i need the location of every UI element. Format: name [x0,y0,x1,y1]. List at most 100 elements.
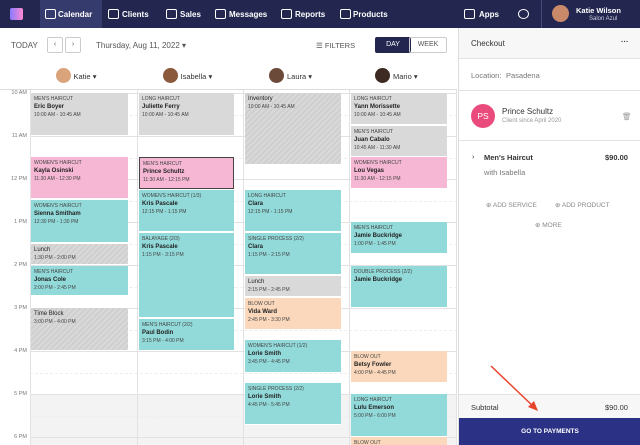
appointment[interactable]: LONG HAIRCUT Clara 12:15 PM - 1:15 PM [245,190,341,232]
appointment[interactable]: Inventory 10:00 AM - 10:45 AM [245,93,341,165]
staff-name[interactable]: Katie ▾ [73,72,97,81]
appointment[interactable]: Lunch 2:15 PM - 2:45 PM [245,276,341,297]
logo [10,8,23,20]
divider [459,90,640,91]
client: Yann Morissette [354,104,401,110]
service: WOMEN'S HAIRCUT (1/2) [248,343,308,349]
day-button[interactable]: DAY [375,37,411,53]
icon [166,9,177,19]
nav-item[interactable]: Messages [229,10,268,19]
client: Vida Ward [248,309,278,315]
appointment[interactable]: LONG HAIRCUT Lulu Emerson 5:00 PM - 6:00 P… [351,394,447,437]
menu[interactable]: ··· [621,37,629,46]
appointment[interactable]: SINGLE PROCESS (2/2) Lorie Smith 4:45 PM -… [245,383,341,425]
hour-label: 1 PM [14,219,27,225]
user-avatar[interactable] [552,5,569,22]
time: 3:00 PM - 4:00 PM [34,319,76,325]
time: 10:00 AM - 10:45 AM [354,112,401,118]
time: 10:00 AM - 10:45 AM [248,104,295,110]
time: 1:30 PM - 2:00 PM [34,255,76,261]
delete-icon[interactable]: 🗑 [622,112,632,121]
nav-item[interactable]: Products [353,10,388,19]
service: MEN'S HAIRCUT [354,225,394,231]
block-title: Lunch [248,279,265,285]
filters: FILTERS [324,41,356,50]
staff-name[interactable]: Isabella ▾ [180,72,213,81]
payments-button[interactable]: GO TO PAYMENTS [459,418,640,445]
add-product[interactable]: ⊕ ADD PRODUCT [555,202,610,209]
client: Kris Pascale [142,201,178,207]
messages-icon[interactable] [518,9,529,19]
today-button[interactable]: TODAY [11,41,38,50]
filters-button[interactable]: ☰ FILTERS [316,41,356,50]
calendar-grid: 10 AM 11 AM 12 PM 1 PM 2 PM 3 PM 4 PM 5 PM 6 PM M… [0,90,457,445]
service: LONG HAIRCUT [354,96,392,102]
appointment[interactable]: BLOW OUT Betsy Fowler 4:00 PM - 4:45 PM [351,351,447,383]
more[interactable]: ⊕ MORE [535,222,562,229]
appointment[interactable]: DOUBLE PROCESS (2/2) Jamie Buckridge [351,266,447,308]
name: Katie [73,72,91,81]
nav-item[interactable]: Reports [295,10,326,19]
appointment[interactable]: MEN'S HAIRCUT Jonas Cole 2:00 PM - 2:45 PM [31,266,128,296]
nav-item[interactable]: Clients [122,10,149,19]
panel-title: Checkout [471,39,505,48]
time: 3:15 PM - 4:00 PM [142,338,184,344]
appointment[interactable]: LONG HAIRCUT Yann Morissette 10:00 AM - 10… [351,93,447,125]
service: WOMEN'S HAIRCUT [34,160,82,166]
appointment[interactable]: BALAYAGE (2/3) Kris Pascale 1:15 PM - 3:15… [139,233,234,318]
price: $90.00 [605,153,628,162]
column-line [137,90,138,445]
time: 1:15 PM - 2:15 PM [248,252,290,258]
nav-item[interactable]: Sales [180,10,201,19]
appointment[interactable]: BLOW OUT [351,437,447,445]
appointment[interactable]: MEN'S HAIRCUT Eric Boyer 10:00 AM - 10:45 … [31,93,128,136]
service: MEN'S HAIRCUT (2/2) [142,322,193,328]
location-label: Location: [471,71,502,80]
appointment[interactable]: WOMEN'S HAIRCUT Kayla Osinski 11:30 AM - 1… [31,157,128,199]
client: Jamie Buckridge [354,233,403,239]
top-nav: Calendar Clients Sales Messages Reports … [0,0,640,28]
appointment[interactable]: MEN'S HAIRCUT (2/2) Paul Bodin 3:15 PM - 4… [139,319,234,351]
apps[interactable]: Apps [479,10,499,19]
appointment[interactable]: WOMEN'S HAIRCUT Sienna Smitham 12:30 PM - … [31,200,128,243]
client: Paul Bodin [142,330,174,336]
appointment[interactable]: Lunch 1:30 PM - 2:00 PM [31,244,128,265]
service: BLOW OUT [354,440,381,445]
time: 2:15 PM - 2:45 PM [248,287,290,293]
appointment[interactable]: LONG HAIRCUT Juliette Ferry 10:00 AM - 10:… [139,93,234,136]
appointment[interactable]: MEN'S HAIRCUT Prince Schultz 11:30 AM - 12… [139,157,234,189]
appointment[interactable]: WOMEN'S HAIRCUT (1/3) Kris Pascale 12:15 P… [139,190,234,232]
service: SINGLE PROCESS (2/2) [248,386,304,392]
client-name[interactable]: Prince Schultz [502,107,554,116]
name: Mario [393,72,412,81]
prev-button[interactable]: ‹ [47,37,63,53]
appointment[interactable]: Time Block 3:00 PM - 4:00 PM [31,308,128,351]
time: 5:00 PM - 6:00 PM [354,413,396,419]
add-service[interactable]: ⊕ ADD SERVICE [486,202,537,209]
expand[interactable]: › [472,152,475,161]
nav-item[interactable]: Calendar [58,10,93,19]
hour-label: 10 AM [11,90,27,96]
client: Kayla Osinski [34,168,74,174]
appointment[interactable]: WOMEN'S HAIRCUT Lou Vegas 11:30 AM - 12:15… [351,157,447,189]
service: LONG HAIRCUT [354,397,392,403]
staff-avatar [55,68,71,83]
staff-name[interactable]: Mario ▾ [393,72,418,81]
date-picker[interactable]: Thursday, Aug 11, 2022 ▾ [96,41,187,50]
appointment[interactable]: SINGLE PROCESS (2/2) Clara 1:15 PM - 2:15 … [245,233,341,275]
icon [45,9,56,19]
divider [541,0,542,28]
next-button[interactable]: › [65,37,81,53]
time: 10:45 AM - 11:30 AM [354,145,401,151]
staff-avatar [375,68,390,83]
appointment[interactable]: MEN'S HAIRCUT Jamie Buckridge 1:00 PM - 1:… [351,222,447,254]
week-button[interactable]: WEEK [409,37,447,53]
appointment[interactable]: WOMEN'S HAIRCUT (1/2) Lorie Smith 3:45 PM … [245,340,341,373]
hour-label: 11 AM [11,133,27,139]
staff-name[interactable]: Laura ▾ [287,72,313,81]
appointment[interactable]: MEN'S HAIRCUT Juan Cabalo 10:45 AM - 11:30… [351,126,447,157]
time: 12:15 PM - 1:15 PM [248,209,293,215]
appointment[interactable]: BLOW OUT Vida Ward 2:45 PM - 3:30 PM [245,298,341,330]
service: Men's Haircut [484,153,533,162]
